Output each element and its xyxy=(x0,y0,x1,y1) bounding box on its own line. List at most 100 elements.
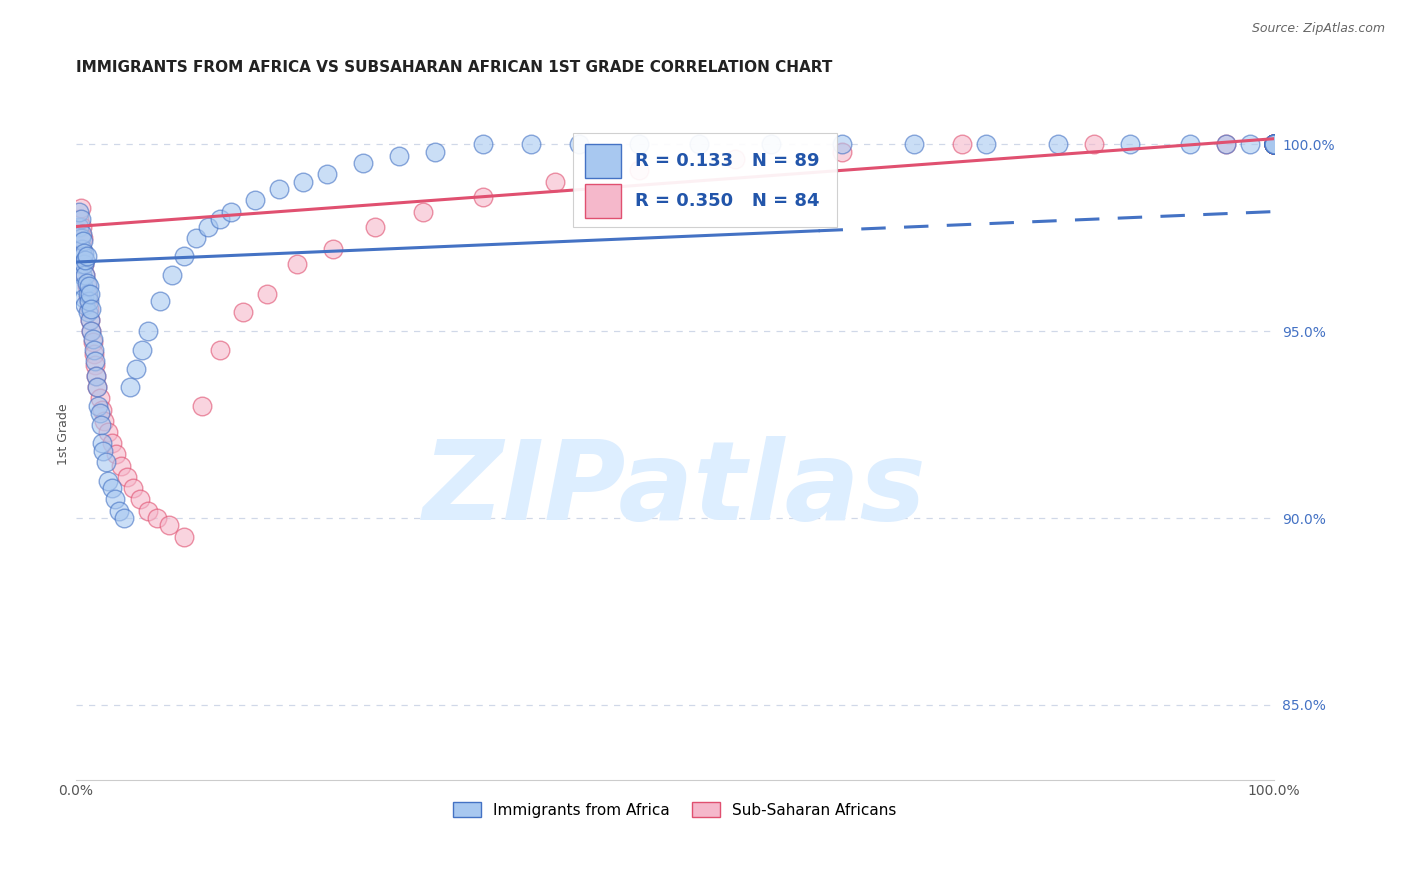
Point xyxy=(1263,137,1285,152)
Point xyxy=(100,481,122,495)
Point xyxy=(77,279,100,293)
Point xyxy=(89,392,111,406)
Point xyxy=(1263,137,1285,152)
Point xyxy=(70,219,93,234)
Point xyxy=(67,212,90,227)
Point xyxy=(70,242,93,256)
Point xyxy=(70,242,93,256)
Point xyxy=(82,332,104,346)
Point xyxy=(1047,137,1070,152)
Point xyxy=(173,249,195,263)
Point xyxy=(1263,137,1285,152)
Point xyxy=(84,369,107,384)
Point xyxy=(80,324,103,338)
Point xyxy=(69,201,91,215)
Point xyxy=(86,380,108,394)
Point xyxy=(70,268,93,282)
Point xyxy=(232,305,254,319)
Point xyxy=(91,443,114,458)
Point xyxy=(70,227,93,241)
Point xyxy=(1239,137,1261,152)
Point xyxy=(388,148,411,162)
Point xyxy=(1263,137,1285,152)
Point xyxy=(75,253,97,268)
Point xyxy=(322,242,344,256)
Point xyxy=(118,380,141,394)
Point xyxy=(91,402,114,417)
Point xyxy=(245,194,267,208)
Point xyxy=(1263,137,1285,152)
Point xyxy=(73,245,96,260)
Point xyxy=(69,257,91,271)
Point xyxy=(1263,137,1285,152)
Point xyxy=(1263,137,1285,152)
Point xyxy=(100,436,122,450)
Point xyxy=(73,257,96,271)
Point xyxy=(724,153,747,167)
Point xyxy=(184,231,207,245)
Point xyxy=(208,212,231,227)
Point xyxy=(1263,137,1285,152)
Point xyxy=(79,286,101,301)
Point xyxy=(110,458,132,473)
Point xyxy=(544,175,567,189)
Point xyxy=(82,335,104,350)
Point xyxy=(1263,137,1285,152)
Point xyxy=(520,137,543,152)
Point xyxy=(287,257,309,271)
Point xyxy=(86,380,108,394)
Point xyxy=(69,212,91,227)
Point xyxy=(1215,137,1237,152)
Point xyxy=(1263,137,1285,152)
Point xyxy=(79,313,101,327)
Point xyxy=(759,137,782,152)
Point xyxy=(1263,137,1285,152)
Point xyxy=(208,343,231,357)
Point xyxy=(90,417,112,432)
FancyBboxPatch shape xyxy=(572,133,837,227)
Point xyxy=(124,361,146,376)
FancyBboxPatch shape xyxy=(585,184,621,219)
Point xyxy=(160,268,183,282)
Point xyxy=(83,343,105,357)
FancyBboxPatch shape xyxy=(585,144,621,178)
Point xyxy=(112,511,135,525)
Point xyxy=(1263,137,1285,152)
Point xyxy=(72,249,94,263)
Point xyxy=(412,204,434,219)
Point xyxy=(472,189,495,203)
Point xyxy=(91,436,114,450)
Point xyxy=(69,231,91,245)
Point xyxy=(83,346,105,360)
Point xyxy=(1263,137,1285,152)
Point xyxy=(1263,137,1285,152)
Point xyxy=(627,137,650,152)
Point xyxy=(292,175,315,189)
Point xyxy=(122,481,145,495)
Point xyxy=(72,235,94,249)
Legend: Immigrants from Africa, Sub-Saharan Africans: Immigrants from Africa, Sub-Saharan Afri… xyxy=(447,796,903,824)
Point xyxy=(1263,137,1285,152)
Point xyxy=(1215,137,1237,152)
Point xyxy=(75,298,97,312)
Point xyxy=(149,294,172,309)
Point xyxy=(73,257,96,271)
Point xyxy=(1263,137,1285,152)
Point xyxy=(1263,137,1285,152)
Point xyxy=(364,219,387,234)
Point xyxy=(76,279,98,293)
Point xyxy=(97,474,120,488)
Point xyxy=(568,137,591,152)
Point xyxy=(221,204,243,219)
Point xyxy=(1263,137,1285,152)
Point xyxy=(136,503,159,517)
Point xyxy=(69,227,91,241)
Point xyxy=(974,137,997,152)
Point xyxy=(688,137,710,152)
Point xyxy=(1263,137,1285,152)
Point xyxy=(256,286,278,301)
Point xyxy=(423,145,446,159)
Point xyxy=(87,399,110,413)
Point xyxy=(1263,137,1285,152)
Point xyxy=(1263,137,1285,152)
